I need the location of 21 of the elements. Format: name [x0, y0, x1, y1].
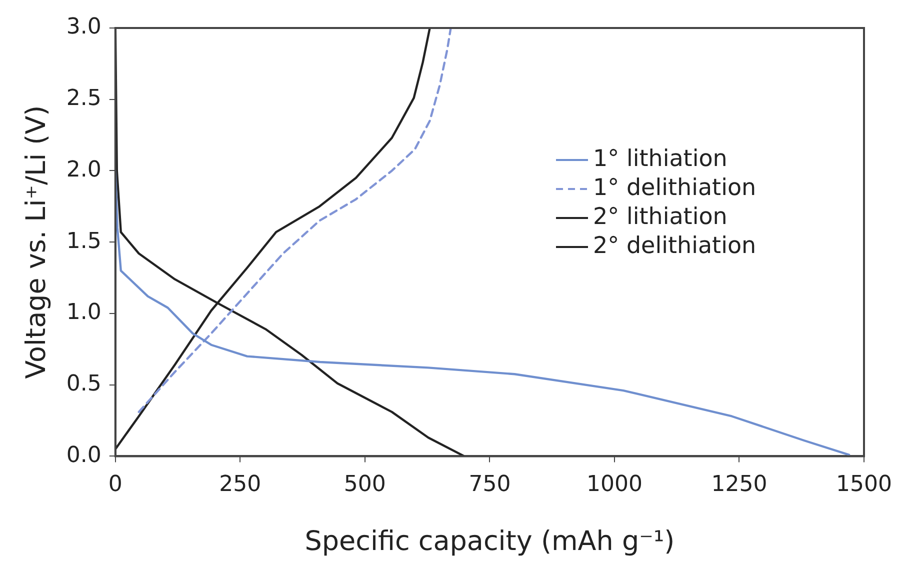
x-tick-label: 0 [108, 472, 122, 498]
x-tick-label: 1250 [711, 472, 768, 498]
y-tick-label: 3.0 [66, 14, 102, 40]
legend-label: 1° lithiation [593, 145, 728, 174]
x-tick-label: 1000 [586, 472, 642, 498]
legend-label: 1° delithiation [593, 174, 756, 203]
x-axis-title: Specific capacity (mAh g⁻¹) [304, 526, 675, 557]
y-tick-label: 2.5 [66, 86, 102, 112]
y-tick-label: 2.0 [66, 157, 102, 182]
y-tick-label: 1.5 [66, 228, 102, 254]
x-tick-label: 500 [344, 472, 386, 498]
line-series [138, 28, 452, 414]
x-tick-label: 250 [219, 472, 262, 498]
legend-label: 2° delithiation [593, 232, 756, 261]
y-tick-label: 0.0 [66, 442, 102, 468]
y-tick-label: 1.0 [66, 300, 102, 326]
y-tick-label: 0.5 [66, 372, 102, 397]
legend-label: 2° lithiation [593, 203, 728, 232]
x-tick-label: 750 [468, 472, 511, 498]
y-axis-title: Voltage vs. Li⁺/Li (V) [21, 105, 52, 379]
x-tick-label: 1500 [836, 472, 892, 498]
